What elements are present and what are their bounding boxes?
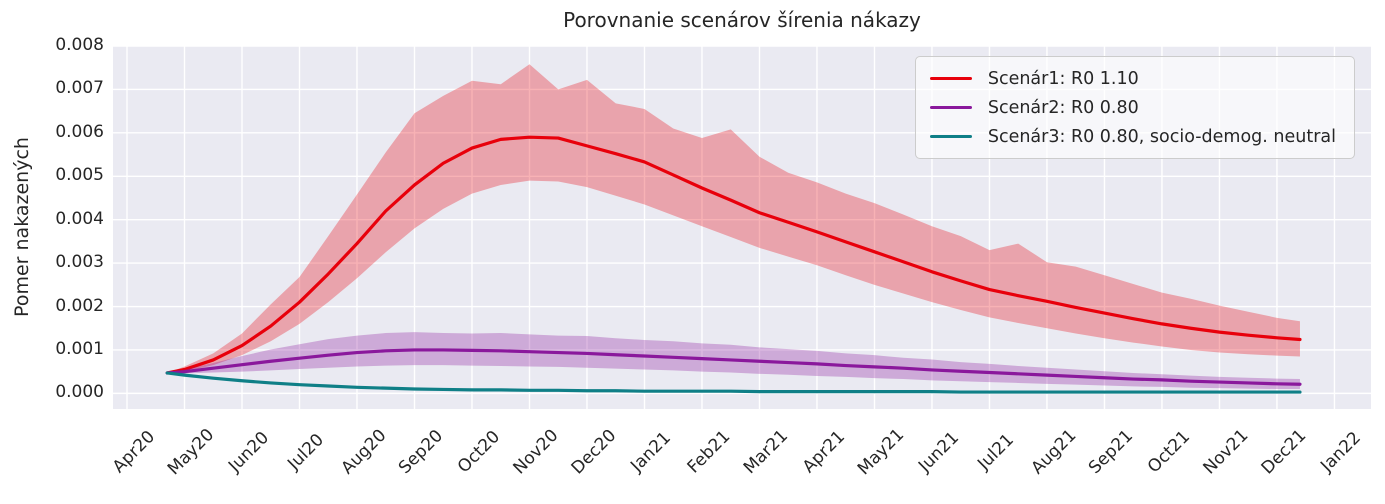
x-tick-label: Dec20	[567, 425, 621, 479]
mean-line-scenario2	[165, 348, 1302, 386]
x-tick-label: Apr21	[798, 426, 850, 478]
y-tick-label: 0.008	[55, 35, 104, 55]
legend-line-swatch	[929, 105, 972, 110]
x-tick-label: Jan22	[1317, 428, 1366, 476]
x-tick-label: Oct21	[1143, 426, 1195, 478]
y-tick-label: 0.003	[55, 252, 104, 273]
x-tick-label: Oct20	[453, 426, 505, 478]
x-tick-label: Sep20	[395, 425, 448, 479]
x-tick-label: May21	[854, 424, 909, 480]
x-tick-label: Nov21	[1200, 425, 1253, 479]
y-tick-label: 0.005	[55, 165, 104, 186]
chart-title: Porovnanie scenárov šírenia nákazy	[563, 8, 921, 32]
x-tick-label: Aug20	[337, 425, 391, 479]
x-tick-label: May20	[164, 424, 219, 480]
legend-item: Scenár3: R0 0.80, socio-demog. neutral	[929, 124, 1336, 149]
x-tick-label: Jul20	[284, 430, 329, 474]
x-tick-label: Dec21	[1257, 425, 1311, 479]
x-tick-label: Mar21	[740, 425, 793, 479]
legend-item: Scenár2: R0 0.80	[929, 95, 1336, 120]
x-tick-label: Jul21	[974, 430, 1019, 474]
y-tick-label: 0.004	[55, 208, 104, 229]
x-tick-label: Sep21	[1085, 425, 1138, 479]
x-tick-label: Feb21	[683, 426, 735, 478]
legend-item-label: Scenár2: R0 0.80	[987, 97, 1139, 118]
y-tick-label: 0.000	[55, 382, 104, 403]
mean-line-scenario1	[165, 135, 1302, 375]
x-tick-label: Jan21	[627, 428, 676, 476]
x-tick-label: Nov20	[510, 425, 563, 479]
legend: Scenár1: R0 1.10 Scenár2: R0 0.80 Scenár3:…	[914, 56, 1355, 159]
y-tick-label: 0.006	[55, 121, 104, 142]
legend-item-label: Scenár3: R0 0.80, socio-demog. neutral	[987, 126, 1336, 147]
legend-line-swatch	[929, 76, 972, 81]
x-tick-label: Apr20	[108, 426, 160, 478]
legend-line-swatch	[929, 134, 972, 139]
mean-line-scenario3	[165, 371, 1302, 394]
x-tick-label: Aug21	[1027, 425, 1081, 479]
x-tick-label: Jun20	[224, 427, 274, 477]
y-tick-label: 0.002	[55, 295, 104, 316]
x-tick-label: Jun21	[914, 427, 964, 477]
legend-item-label: Scenár1: R0 1.10	[987, 68, 1139, 89]
y-tick-label: 0.007	[55, 78, 104, 99]
legend-item: Scenár1: R0 1.10	[929, 66, 1336, 91]
y-tick-label: 0.001	[55, 338, 104, 359]
